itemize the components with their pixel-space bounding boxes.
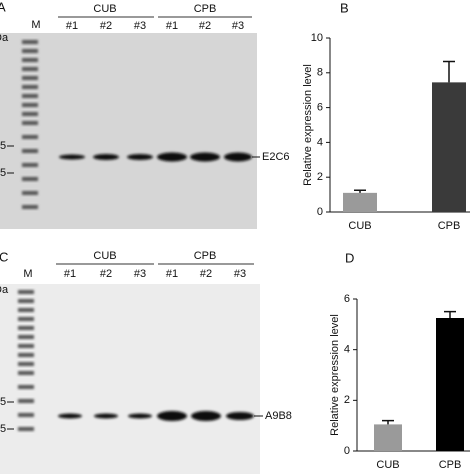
ladder-band	[22, 76, 38, 80]
ladder-band	[18, 385, 34, 389]
error-bar	[354, 189, 366, 193]
ladder-band	[22, 85, 38, 89]
lane-label: #3	[234, 268, 246, 280]
ladder-band	[22, 112, 38, 116]
marker-lane-label: M	[31, 19, 40, 31]
protein-band	[93, 154, 119, 160]
protein-band	[226, 412, 254, 420]
ladder-band	[18, 335, 34, 339]
y-tick-label: 6	[317, 102, 323, 114]
group-label: CUB	[93, 3, 116, 15]
ladder-band	[18, 413, 34, 417]
protein-band	[58, 413, 82, 419]
bar	[343, 192, 377, 212]
gel-c	[0, 284, 260, 474]
error-bar	[444, 310, 456, 318]
ladder-band	[18, 344, 34, 348]
x-tick-label: CUB	[376, 459, 399, 471]
ladder-band	[22, 149, 38, 153]
ladder-band	[18, 317, 34, 321]
protein-band	[94, 413, 118, 419]
ladder-band	[18, 290, 34, 294]
bar	[436, 318, 464, 451]
marker-lane-label: M	[23, 268, 32, 280]
lane-label: #1	[64, 268, 76, 280]
ladder-band	[18, 326, 34, 330]
x-tick-label: CUB	[348, 220, 371, 232]
y-tick-label: 4	[317, 136, 323, 148]
y-tick-label: 4	[344, 344, 350, 356]
ladder-band	[22, 40, 38, 44]
y-tick-label: 8	[317, 67, 323, 79]
panel-label: B	[340, 0, 349, 15]
protein-band	[157, 152, 187, 162]
error-bar	[382, 419, 394, 425]
band-label: A9B8	[265, 410, 292, 422]
y-tick-label: 6	[344, 293, 350, 305]
ladder-band	[22, 103, 38, 107]
group-label: CPB	[194, 250, 217, 262]
marker-size-label: 5	[0, 140, 6, 152]
group-label: CUB	[93, 250, 116, 262]
x-tick-label: CPB	[438, 220, 461, 232]
group-label: CPB	[194, 3, 217, 15]
y-tick-label: 0	[344, 445, 350, 457]
ladder-band	[22, 121, 38, 125]
protein-band	[190, 152, 220, 162]
protein-band	[191, 411, 221, 421]
ladder-band	[18, 353, 34, 357]
size-unit: Da	[0, 284, 9, 296]
x-tick-label: CPB	[439, 459, 462, 471]
lane-label: #1	[166, 268, 178, 280]
y-axis-label: Relative expression level	[329, 314, 341, 436]
marker-size-label: 5	[0, 423, 6, 435]
ladder-band	[22, 67, 38, 71]
protein-band	[224, 152, 252, 162]
panel-label: D	[345, 250, 354, 265]
band-label: E2C6	[262, 151, 290, 163]
ladder-band	[18, 308, 34, 312]
ladder-band	[18, 299, 34, 303]
lane-label: #2	[100, 20, 112, 32]
ladder-band	[22, 94, 38, 98]
ladder-band	[22, 49, 38, 53]
y-tick-label: 10	[311, 32, 323, 44]
lane-label: #2	[100, 268, 112, 280]
marker-size-label: 5	[0, 396, 6, 408]
ladder-band	[22, 135, 38, 139]
lane-label: #3	[134, 268, 146, 280]
ladder-band	[18, 427, 34, 431]
marker-size-label: 5	[0, 167, 6, 179]
panel-label: A	[0, 0, 6, 14]
lane-label: #3	[134, 20, 146, 32]
protein-band	[157, 411, 187, 421]
lane-label: #2	[199, 20, 211, 32]
gel-a	[0, 33, 257, 229]
y-tick-label: 0	[317, 206, 323, 218]
error-bar	[443, 60, 455, 83]
ladder-band	[18, 399, 34, 403]
lane-label: #3	[232, 20, 244, 32]
bar	[374, 424, 402, 451]
lane-label: #1	[66, 20, 78, 32]
protein-band	[128, 413, 152, 419]
protein-band	[127, 154, 153, 160]
ladder-band	[22, 58, 38, 62]
y-axis-label: Relative expression level	[302, 64, 314, 186]
ladder-band	[22, 177, 38, 181]
ladder-band	[22, 163, 38, 167]
lane-label: #2	[200, 268, 212, 280]
protein-band	[59, 154, 85, 160]
ladder-band	[18, 362, 34, 366]
y-tick-label: 2	[344, 394, 350, 406]
size-unit: Da	[0, 32, 9, 44]
ladder-band	[22, 205, 38, 209]
bar	[432, 82, 466, 213]
panel-label: C	[0, 249, 8, 264]
lane-label: #1	[166, 20, 178, 32]
y-tick-label: 2	[317, 171, 323, 183]
ladder-band	[22, 191, 38, 195]
ladder-band	[18, 371, 34, 375]
